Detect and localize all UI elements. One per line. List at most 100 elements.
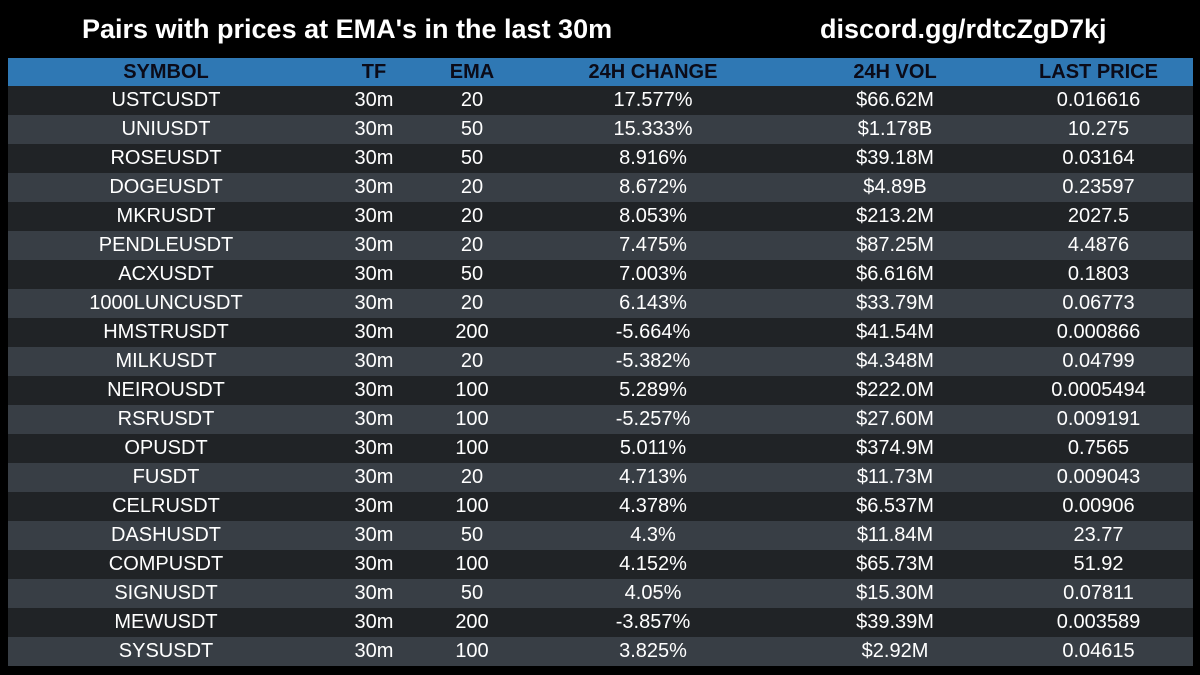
column-header-symbol[interactable]: SYMBOL [123,61,209,83]
cell-ema: 20 [460,350,484,372]
cell-symbol: ROSEUSDT [110,147,222,169]
table-row: OPUSDT 30m 100 5.011% $374.9M 0.7565 [8,434,1193,463]
cell-symbol: SYSUSDT [118,640,214,662]
table-row: RSRUSDT 30m 100 -5.257% $27.60M 0.009191 [8,405,1193,434]
cell-last-price: 2027.5 [1067,205,1130,227]
cell-24h-vol: $4.89B [863,176,927,198]
cell-24h-change: 4.3% [630,524,676,546]
cell-tf: 30m [354,495,394,517]
table-row: ACXUSDT 30m 50 7.003% $6.616M 0.1803 [8,260,1193,289]
cell-symbol: HMSTRUSDT [103,321,229,343]
cell-24h-vol: $222.0M [856,379,934,401]
cell-last-price: 0.04615 [1062,640,1135,662]
cell-tf: 30m [354,408,394,430]
cell-24h-vol: $39.18M [856,147,934,169]
cell-tf: 30m [354,176,394,198]
cell-ema: 200 [455,611,489,633]
discord-invite-link[interactable]: discord.gg/rdtcZgD7kj [820,14,1107,44]
cell-24h-vol: $15.30M [856,582,934,604]
page-title: Pairs with prices at EMA's in the last 3… [82,14,613,44]
cell-last-price: 0.016616 [1056,89,1141,111]
cell-symbol: RSRUSDT [117,408,215,430]
cell-24h-vol: $33.79M [856,292,934,314]
cell-24h-vol: $6.616M [856,263,934,285]
cell-ema: 20 [460,234,484,256]
cell-symbol: ACXUSDT [118,263,214,285]
cell-24h-change: 7.475% [619,234,687,256]
table-row: UNIUSDT 30m 50 15.333% $1.178B 10.275 [8,115,1193,144]
cell-symbol: 1000LUNCUSDT [89,292,243,314]
cell-ema: 20 [460,205,484,227]
table-row: 1000LUNCUSDT 30m 20 6.143% $33.79M 0.06773 [8,289,1193,318]
column-header-last-price[interactable]: LAST PRICE [1039,61,1158,83]
cell-24h-change: -3.857% [615,611,691,633]
cell-tf: 30m [354,205,394,227]
cell-24h-change: -5.382% [615,350,691,372]
table-header-row: SYMBOL TF EMA 24H CHANGE 24H VOL LAST PR… [8,58,1193,86]
cell-tf: 30m [354,466,394,488]
table-body: USTCUSDT 30m 20 17.577% $66.62M 0.016616 UNIUS… [8,86,1193,666]
cell-last-price: 0.7565 [1067,437,1130,459]
cell-last-price: 23.77 [1073,524,1124,546]
cell-ema: 100 [455,437,489,459]
column-header-24h-change[interactable]: 24H CHANGE [588,61,718,83]
table-row: MILKUSDT 30m 20 -5.382% $4.348M 0.04799 [8,347,1193,376]
cell-tf: 30m [354,89,394,111]
cell-24h-change: 3.825% [619,640,687,662]
cell-tf: 30m [354,379,394,401]
cell-symbol: USTCUSDT [111,89,221,111]
cell-last-price: 0.003589 [1056,611,1141,633]
cell-tf: 30m [354,437,394,459]
cell-ema: 100 [455,379,489,401]
cell-tf: 30m [354,118,394,140]
cell-ema: 20 [460,176,484,198]
cell-24h-change: -5.664% [615,321,691,343]
cell-symbol: OPUSDT [124,437,208,459]
cell-symbol: UNIUSDT [121,118,211,140]
cell-tf: 30m [354,234,394,256]
cell-last-price: 0.009191 [1056,408,1141,430]
cell-24h-vol: $27.60M [856,408,934,430]
table-row: MKRUSDT 30m 20 8.053% $213.2M 2027.5 [8,202,1193,231]
cell-ema: 50 [460,582,484,604]
column-header-ema[interactable]: EMA [449,61,495,83]
cell-24h-change: 8.053% [619,205,687,227]
cell-ema: 100 [455,640,489,662]
cell-24h-vol: $41.54M [856,321,934,343]
cell-ema: 20 [460,466,484,488]
cell-last-price: 0.0005494 [1051,379,1146,401]
cell-24h-change: 17.577% [613,89,693,111]
cell-24h-change: 6.143% [619,292,687,314]
cell-symbol: MEWUSDT [114,611,218,633]
cell-tf: 30m [354,582,394,604]
cell-24h-change: 15.333% [613,118,693,140]
cell-24h-change: 4.713% [619,466,687,488]
cell-24h-change: -5.257% [615,408,691,430]
cell-last-price: 0.000866 [1056,321,1141,343]
column-header-24h-vol[interactable]: 24H VOL [853,61,937,83]
cell-symbol: NEIROUSDT [107,379,225,401]
cell-24h-vol: $87.25M [856,234,934,256]
cell-ema: 20 [460,292,484,314]
cell-last-price: 0.07811 [1063,582,1134,604]
cell-last-price: 0.1803 [1067,263,1130,285]
column-header-tf[interactable]: TF [361,61,387,83]
table-row: ROSEUSDT 30m 50 8.916% $39.18M 0.03164 [8,144,1193,173]
cell-symbol: DASHUSDT [110,524,221,546]
pairs-table: SYMBOL TF EMA 24H CHANGE 24H VOL LAST PR… [8,58,1193,666]
cell-24h-change: 7.003% [619,263,687,285]
cell-ema: 200 [455,321,489,343]
cell-last-price: 0.06773 [1062,292,1135,314]
cell-tf: 30m [354,147,394,169]
table-row: DASHUSDT 30m 50 4.3% $11.84M 23.77 [8,521,1193,550]
cell-24h-change: 8.916% [619,147,687,169]
cell-tf: 30m [354,611,394,633]
cell-tf: 30m [354,321,394,343]
table-row: COMPUSDT 30m 100 4.152% $65.73M 51.92 [8,550,1193,579]
table-row: HMSTRUSDT 30m 200 -5.664% $41.54M 0.000866 [8,318,1193,347]
cell-24h-change: 4.152% [619,553,687,575]
cell-24h-vol: $11.84M [856,524,934,546]
cell-24h-change: 5.011% [619,437,687,459]
cell-symbol: MILKUSDT [115,350,217,372]
